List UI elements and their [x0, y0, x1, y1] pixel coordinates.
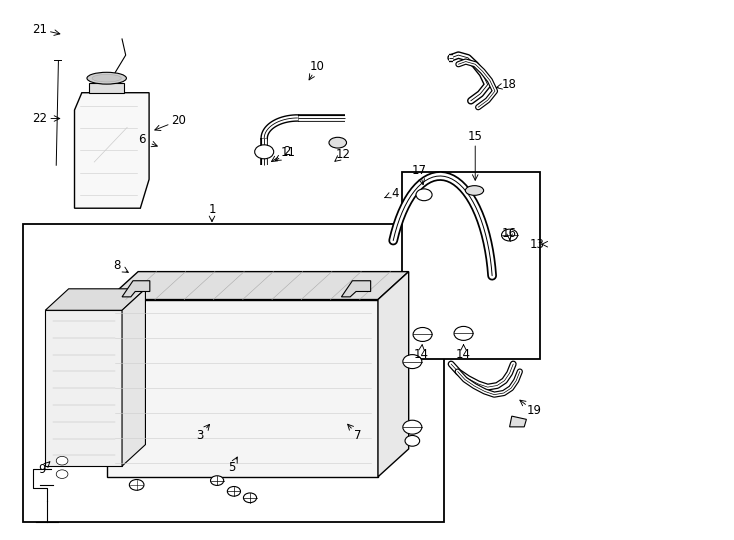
Text: 6: 6 [138, 133, 145, 146]
Text: 4: 4 [391, 187, 399, 200]
Polygon shape [122, 289, 145, 466]
Polygon shape [46, 310, 122, 466]
Bar [89, 83, 124, 93]
Text: 10: 10 [310, 60, 324, 73]
Polygon shape [122, 281, 150, 297]
Circle shape [244, 493, 257, 503]
Text: 14: 14 [456, 348, 471, 361]
Text: 18: 18 [502, 78, 517, 91]
Text: 20: 20 [171, 114, 186, 127]
Text: 14: 14 [414, 348, 429, 361]
Polygon shape [378, 272, 409, 477]
Circle shape [57, 456, 68, 465]
Polygon shape [107, 300, 378, 477]
Polygon shape [509, 416, 526, 427]
Circle shape [255, 145, 274, 159]
Text: 15: 15 [468, 130, 483, 143]
Text: 17: 17 [413, 164, 427, 177]
Text: 7: 7 [355, 429, 362, 442]
Text: 2: 2 [283, 145, 291, 158]
Circle shape [57, 470, 68, 478]
Ellipse shape [465, 186, 484, 195]
Circle shape [228, 487, 241, 496]
Ellipse shape [92, 75, 121, 82]
Text: 12: 12 [336, 148, 351, 161]
Ellipse shape [87, 72, 126, 84]
Text: 9: 9 [38, 463, 46, 476]
Polygon shape [75, 93, 149, 208]
Text: 21: 21 [32, 23, 47, 36]
Circle shape [129, 480, 144, 490]
Bar [23, 224, 444, 523]
Text: 22: 22 [32, 112, 47, 125]
Ellipse shape [329, 137, 346, 148]
Circle shape [211, 476, 224, 485]
Text: 11: 11 [280, 146, 296, 159]
Text: 8: 8 [113, 259, 120, 272]
Text: 16: 16 [502, 227, 517, 240]
Polygon shape [46, 289, 145, 310]
Text: 3: 3 [197, 429, 204, 442]
Bar [402, 172, 539, 359]
Circle shape [454, 326, 473, 340]
Text: 1: 1 [208, 204, 216, 217]
Text: 19: 19 [526, 404, 541, 417]
Text: 5: 5 [228, 461, 236, 474]
Circle shape [405, 435, 420, 446]
Polygon shape [341, 281, 371, 297]
Text: 13: 13 [529, 238, 544, 251]
Circle shape [403, 355, 422, 369]
Circle shape [413, 327, 432, 341]
Circle shape [501, 229, 517, 241]
Circle shape [416, 189, 432, 201]
Polygon shape [107, 272, 409, 300]
Circle shape [403, 420, 422, 434]
